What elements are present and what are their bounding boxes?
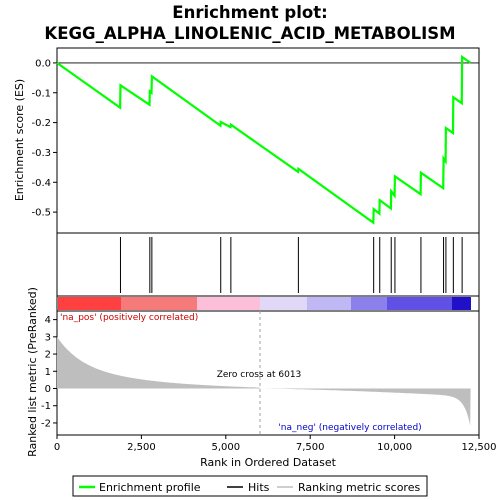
es-y-label: Enrichment score (ES) (13, 79, 26, 201)
color-segment-6 (351, 297, 387, 310)
es-y-axis: 0.0 -0.1 -0.2 -0.3 -0.4 -0.5 (31, 58, 57, 219)
es-y-tick-label: -0.4 (31, 178, 51, 189)
metric-y-tick-label: -1 (41, 401, 51, 412)
metric-y-label: Ranked list metric (PreRanked) (26, 287, 39, 457)
chart-title-line2: KEGG_ALPHA_LINOLENIC_ACID_METABOLISM (44, 24, 455, 43)
ranking-metric-area (57, 336, 471, 426)
metric-y-tick-label: 3 (45, 332, 51, 343)
es-y-tick-label: -0.1 (31, 88, 51, 99)
zero-cross-label: Zero cross at 6013 (217, 370, 302, 380)
legend-ranking-metric: Ranking metric scores (298, 481, 420, 494)
x-tick-label: 5,000 (211, 442, 240, 453)
x-tick-label: 0 (54, 442, 60, 453)
metric-y-tick-label: 1 (45, 367, 51, 378)
es-y-tick-label: -0.3 (31, 148, 51, 159)
negative-correlation-label: 'na_neg' (negatively correlated) (278, 423, 421, 433)
x-tick-label: 7,500 (296, 442, 325, 453)
color-segment-5 (307, 297, 351, 310)
positive-correlation-label: 'na_pos' (positively correlated) (60, 313, 198, 323)
x-axis-label: Rank in Ordered Dataset (200, 456, 337, 469)
color-segment-3 (197, 297, 260, 310)
es-y-tick-label: -0.5 (31, 208, 51, 219)
hit-lines (119, 237, 463, 293)
legend-enrichment-profile: Enrichment profile (99, 481, 201, 494)
x-axis: 0 2,500 5,000 7,500 10,000 12,500 (54, 435, 497, 453)
color-segment-8 (452, 297, 471, 310)
x-tick-label: 10,000 (377, 442, 412, 453)
x-tick-label: 12,500 (462, 442, 497, 453)
metric-y-tick-label: 0 (45, 384, 51, 395)
metric-y-tick-label: 4 (45, 315, 51, 326)
es-y-tick-label: 0.0 (35, 58, 51, 69)
legend-hits: Hits (248, 481, 270, 494)
x-tick-label: 2,500 (127, 442, 156, 453)
es-panel: 0.0 -0.1 -0.2 -0.3 -0.4 -0.5 (31, 47, 480, 234)
legend: Enrichment profile Hits Ranking metric s… (72, 475, 428, 497)
color-segment-4 (260, 297, 307, 310)
hits-panel-frame (56, 232, 480, 297)
metric-panel: 4 3 2 1 0 -1 -2 'na_pos' (positively correlate… (41, 310, 480, 436)
color-segment-7 (387, 297, 452, 310)
legend-frame (72, 475, 428, 497)
color-segment-1 (58, 297, 121, 310)
metric-y-tick-label: -2 (41, 418, 51, 429)
enrichment-profile-line (56, 54, 472, 225)
rank-color-bar (56, 295, 480, 312)
es-panel-frame (56, 47, 480, 234)
chart-title-line1: Enrichment plot: (172, 3, 327, 22)
metric-y-tick-label: 2 (45, 350, 51, 361)
color-segment-2 (121, 297, 197, 310)
metric-panel-frame (56, 310, 480, 436)
es-y-tick-label: -0.2 (31, 118, 51, 129)
hits-panel (56, 232, 480, 297)
metric-y-axis: 4 3 2 1 0 -1 -2 (41, 315, 57, 429)
